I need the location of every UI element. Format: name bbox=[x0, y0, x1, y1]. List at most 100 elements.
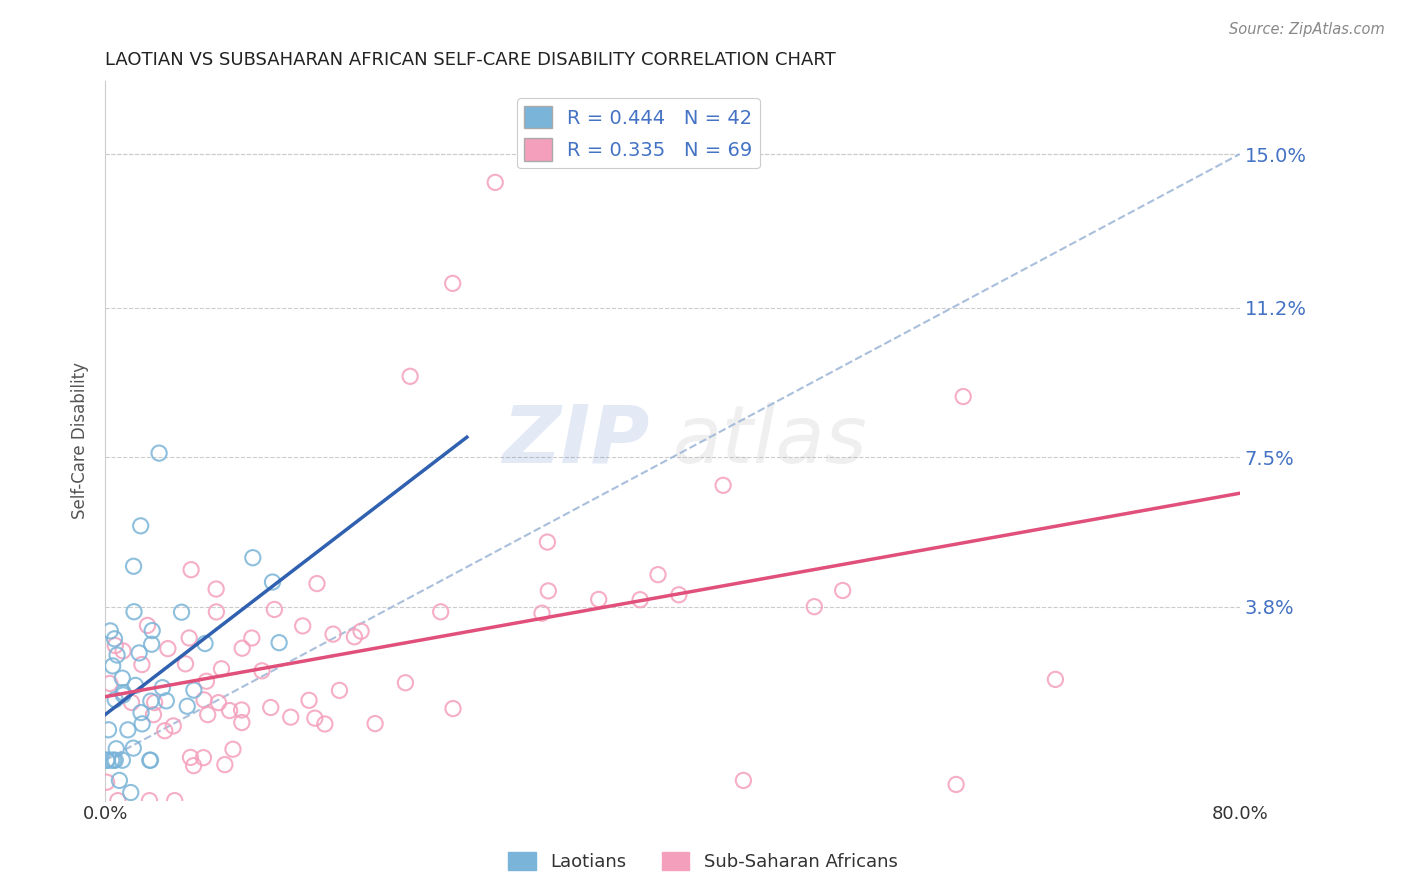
Point bbox=[350, 624, 373, 639]
Point bbox=[831, 583, 853, 598]
Legend: Laotians, Sub-Saharan Africans: Laotians, Sub-Saharan Africans bbox=[501, 845, 905, 879]
Point bbox=[668, 588, 690, 602]
Point bbox=[180, 563, 202, 577]
Point bbox=[441, 701, 464, 715]
Point bbox=[141, 624, 163, 638]
Point bbox=[139, 753, 162, 767]
Point bbox=[314, 717, 336, 731]
Point bbox=[131, 717, 153, 731]
Point bbox=[139, 753, 162, 767]
Point bbox=[101, 659, 124, 673]
Point bbox=[153, 723, 176, 738]
Point bbox=[97, 723, 120, 737]
Point bbox=[117, 723, 139, 737]
Text: Source: ZipAtlas.com: Source: ZipAtlas.com bbox=[1229, 22, 1385, 37]
Point bbox=[174, 657, 197, 671]
Point bbox=[183, 683, 205, 698]
Point bbox=[179, 631, 201, 645]
Point bbox=[322, 627, 344, 641]
Point bbox=[328, 683, 350, 698]
Point bbox=[194, 636, 217, 650]
Point bbox=[98, 624, 121, 638]
Text: LAOTIAN VS SUBSAHARAN AFRICAN SELF-CARE DISABILITY CORRELATION CHART: LAOTIAN VS SUBSAHARAN AFRICAN SELF-CARE … bbox=[105, 51, 837, 69]
Point bbox=[803, 599, 825, 614]
Point bbox=[108, 773, 131, 788]
Point bbox=[97, 753, 120, 767]
Point bbox=[104, 753, 127, 767]
Point bbox=[107, 794, 129, 808]
Point bbox=[231, 703, 253, 717]
Point bbox=[112, 688, 135, 702]
Legend: R = 0.444   N = 42, R = 0.335   N = 69: R = 0.444 N = 42, R = 0.335 N = 69 bbox=[516, 98, 761, 169]
Point bbox=[214, 757, 236, 772]
Point bbox=[242, 550, 264, 565]
Point bbox=[129, 706, 152, 720]
Point bbox=[112, 685, 135, 699]
Point bbox=[588, 592, 610, 607]
Point bbox=[291, 619, 314, 633]
Point bbox=[179, 750, 201, 764]
Point bbox=[103, 753, 125, 767]
Point bbox=[170, 605, 193, 619]
Point bbox=[211, 662, 233, 676]
Point bbox=[298, 693, 321, 707]
Point bbox=[122, 559, 145, 574]
Point bbox=[197, 707, 219, 722]
Point bbox=[218, 704, 240, 718]
Point bbox=[148, 446, 170, 460]
Point bbox=[122, 741, 145, 756]
Point bbox=[131, 657, 153, 672]
Point bbox=[193, 750, 215, 764]
Point bbox=[141, 637, 163, 651]
Point bbox=[143, 696, 166, 710]
Point bbox=[129, 519, 152, 533]
Point bbox=[537, 583, 560, 598]
Point bbox=[103, 632, 125, 646]
Point bbox=[176, 699, 198, 714]
Point bbox=[364, 716, 387, 731]
Point bbox=[163, 794, 186, 808]
Point bbox=[441, 277, 464, 291]
Point bbox=[343, 630, 366, 644]
Point bbox=[155, 694, 177, 708]
Point bbox=[195, 674, 218, 689]
Point bbox=[142, 707, 165, 722]
Point bbox=[183, 758, 205, 772]
Point bbox=[156, 641, 179, 656]
Point bbox=[136, 618, 159, 632]
Point bbox=[205, 605, 228, 619]
Point bbox=[280, 710, 302, 724]
Point bbox=[231, 715, 253, 730]
Point bbox=[260, 700, 283, 714]
Point bbox=[269, 635, 291, 649]
Point bbox=[628, 592, 651, 607]
Point bbox=[152, 681, 174, 695]
Point bbox=[394, 675, 416, 690]
Point bbox=[263, 602, 285, 616]
Point bbox=[193, 693, 215, 707]
Point bbox=[399, 369, 422, 384]
Point bbox=[124, 678, 146, 692]
Point bbox=[111, 671, 134, 685]
Text: ZIP: ZIP bbox=[502, 402, 650, 480]
Point bbox=[304, 711, 326, 725]
Point bbox=[262, 574, 284, 589]
Point bbox=[98, 676, 121, 690]
Point bbox=[120, 785, 142, 799]
Point bbox=[128, 646, 150, 660]
Point bbox=[139, 694, 162, 708]
Text: atlas: atlas bbox=[672, 402, 868, 480]
Point bbox=[711, 478, 734, 492]
Y-axis label: Self-Care Disability: Self-Care Disability bbox=[72, 362, 89, 519]
Point bbox=[231, 641, 253, 656]
Point bbox=[105, 648, 128, 662]
Point bbox=[305, 576, 328, 591]
Point bbox=[162, 719, 184, 733]
Point bbox=[104, 639, 127, 653]
Point bbox=[484, 175, 506, 189]
Point bbox=[250, 664, 273, 678]
Point bbox=[96, 753, 118, 767]
Point bbox=[96, 775, 118, 789]
Point bbox=[207, 696, 229, 710]
Point bbox=[205, 582, 228, 596]
